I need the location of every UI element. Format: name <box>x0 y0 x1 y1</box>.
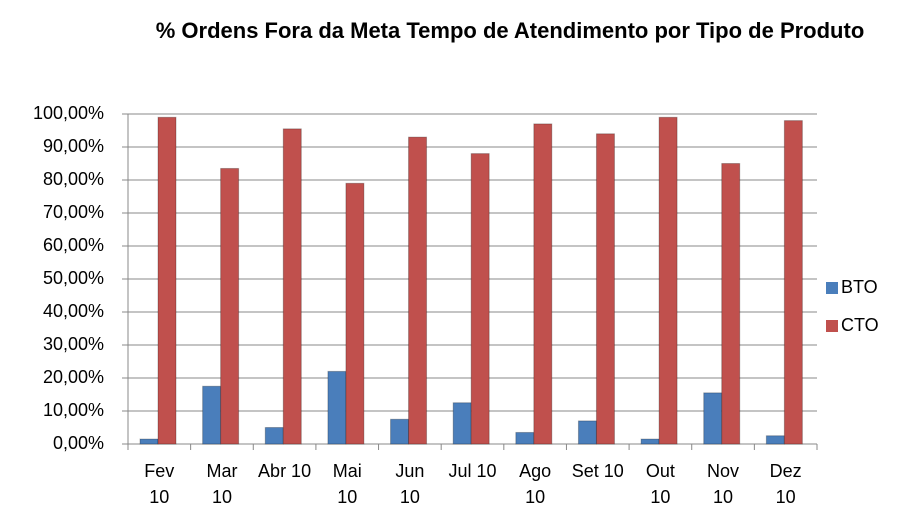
bar <box>408 136 428 445</box>
legend-label: BTO <box>841 277 878 297</box>
bar <box>327 370 347 445</box>
x-tick-label: Jul 10 <box>448 461 497 481</box>
y-tick-label: 80,00% <box>43 169 104 189</box>
y-tick-label: 20,00% <box>43 367 104 387</box>
x-tick-label: Fev 10 <box>144 461 175 507</box>
legend-marker <box>826 320 838 332</box>
y-tick-label: 100,00% <box>33 103 104 123</box>
y-tick-label: 50,00% <box>43 268 104 288</box>
x-tick-label: Nov 10 <box>707 461 740 507</box>
bar <box>658 116 678 445</box>
bar <box>533 123 553 445</box>
bar <box>595 133 615 445</box>
bar <box>452 402 472 445</box>
bar <box>470 153 490 445</box>
bar <box>345 182 365 445</box>
bar <box>515 431 535 445</box>
bar <box>577 420 597 445</box>
bar <box>765 435 785 445</box>
bar <box>202 385 222 445</box>
chart-title: % Ordens Fora da Meta Tempo de Atendimen… <box>155 18 865 43</box>
bar <box>282 128 302 445</box>
x-tick-label: Mai 10 <box>332 461 362 507</box>
y-tick-label: 60,00% <box>43 235 104 255</box>
x-tick-label: Dez 10 <box>769 461 802 507</box>
y-tick-label: 40,00% <box>43 301 104 321</box>
legend-label: CTO <box>841 315 879 335</box>
bar <box>721 163 741 445</box>
legend-marker <box>826 282 838 294</box>
y-tick-label: 70,00% <box>43 202 104 222</box>
bar <box>264 427 284 445</box>
bar <box>703 392 723 445</box>
x-tick-label: Ago 10 <box>519 461 552 507</box>
y-tick-label: 90,00% <box>43 136 104 156</box>
bar <box>220 167 240 445</box>
x-tick-label: Mar 10 <box>206 461 238 507</box>
y-tick-label: 10,00% <box>43 400 104 420</box>
bar <box>640 438 660 445</box>
x-tick-label: Abr 10 <box>258 461 312 481</box>
y-tick-label: 30,00% <box>43 334 104 354</box>
bar <box>157 116 177 445</box>
x-tick-label: Out 10 <box>645 461 675 507</box>
bar <box>139 438 159 445</box>
bar <box>783 120 803 445</box>
x-tick-label: Set 10 <box>571 461 624 481</box>
x-tick-label: Jun 10 <box>395 461 425 507</box>
bar <box>390 418 410 445</box>
y-tick-label: 0,00% <box>53 433 104 453</box>
